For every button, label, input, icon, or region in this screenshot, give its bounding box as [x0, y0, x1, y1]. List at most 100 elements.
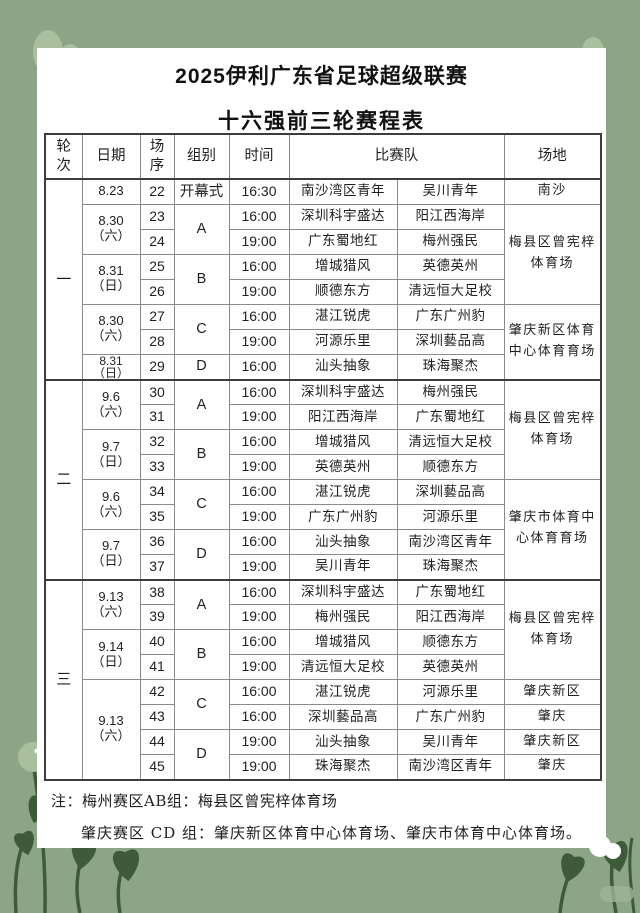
- cell-away-team: 英德英州: [396, 253, 505, 280]
- table-row: 8.30 （六） 27 C 16:00 湛江锐虎 广东广州豹 肇庆新区体育中心体…: [45, 303, 602, 380]
- table-row: 26 19:00 顺德东方 清远恒大足校: [45, 278, 601, 305]
- cell-time: 16:00: [228, 578, 290, 605]
- table-row: 39 19:00 梅州强民 阳江西海岸: [45, 604, 601, 630]
- cell-group: C: [173, 303, 230, 355]
- cell-time: 19:00: [228, 454, 290, 480]
- cell-match-no: 35: [139, 504, 175, 530]
- cell-match-no: 30: [139, 378, 175, 405]
- table-row: 28 19:00 河源乐里 深圳藝品高: [45, 328, 601, 355]
- cell-home-team: 河源乐里: [288, 328, 398, 355]
- cell-home-team: 汕头抽象: [288, 353, 398, 380]
- cell-round: 一: [44, 178, 83, 380]
- cell-home-team: 深圳藝品高: [288, 704, 398, 730]
- cell-time: 16:00: [228, 679, 290, 705]
- cell-date: 9.7 （日）: [81, 429, 141, 480]
- note-line-2: 肇庆赛区 CD 组：肇庆新区体育中心体育场、肇庆市体育中心体育场。: [81, 824, 583, 842]
- cell-time: 16:00: [228, 479, 290, 505]
- cell-away-team: 南沙湾区青年: [396, 754, 505, 780]
- cell-time: 19:00: [228, 754, 290, 780]
- header-match-no: 场 序: [139, 133, 175, 180]
- table-row: 31 19:00 阳江西海岸 广东蜀地红: [45, 404, 601, 430]
- table-row: 24 19:00 广东蜀地红 梅州强民: [45, 228, 601, 255]
- cell-match-no: 31: [139, 404, 175, 430]
- cell-home-team: 梅州强民: [288, 604, 398, 630]
- schedule-table: 轮 次 日期 场 序 组别 时间 比赛队 场地 一 8.23 22 开幕式 16…: [44, 133, 602, 781]
- cell-round: 二: [44, 378, 83, 580]
- cell-time: 19:00: [228, 278, 290, 305]
- cell-home-team: 增城猎风: [288, 253, 398, 280]
- cell-match-no: 36: [139, 529, 175, 555]
- cell-time: 19:00: [228, 504, 290, 530]
- cell-date: 9.7 （日）: [81, 529, 141, 580]
- header-time: 时间: [228, 133, 290, 180]
- cell-away-team: 南沙湾区青年: [396, 529, 505, 555]
- cell-group: C: [173, 679, 230, 730]
- cell-home-team: 汕头抽象: [288, 729, 398, 755]
- cell-match-no: 27: [139, 303, 175, 330]
- cell-away-team: 珠海聚杰: [396, 353, 505, 380]
- cell-time: 16:30: [228, 178, 290, 205]
- cell-away-team: 清远恒大足校: [396, 278, 505, 305]
- cell-home-team: 顺德东方: [288, 278, 398, 305]
- cell-away-team: 梅州强民: [396, 378, 505, 405]
- cell-group: C: [173, 479, 230, 530]
- header-group: 组别: [173, 133, 230, 180]
- cell-away-team: 清远恒大足校: [396, 429, 505, 455]
- cell-away-team: 顺德东方: [396, 454, 505, 480]
- cell-time: 19:00: [228, 654, 290, 680]
- cell-away-team: 河源乐里: [396, 504, 505, 530]
- cell-home-team: 湛江锐虎: [288, 303, 398, 330]
- cell-away-team: 顺德东方: [396, 629, 505, 655]
- cell-group: B: [173, 429, 230, 480]
- cell-home-team: 增城猎风: [288, 629, 398, 655]
- cell-venue: 肇庆新区: [503, 679, 602, 705]
- table-row: 二 9.6 （六） 30 A 16:00 深圳科宇盛达 梅州强民 梅县区曾宪梓体…: [44, 378, 602, 580]
- cell-group: D: [173, 353, 230, 380]
- cell-match-no: 38: [139, 578, 175, 605]
- cell-away-team: 广东蜀地红: [396, 578, 505, 605]
- cell-home-team: 广东广州豹: [288, 504, 398, 530]
- table-row: 9.7 （日） 36 D 16:00 汕头抽象 南沙湾区青年: [45, 529, 601, 580]
- cell-date: 8.31 （日）: [81, 353, 141, 380]
- header-venue: 场地: [503, 133, 602, 180]
- cell-group: A: [173, 378, 230, 430]
- cell-home-team: 吴川青年: [288, 554, 398, 580]
- cell-group: B: [173, 253, 230, 305]
- cell-date: 8.30 （六）: [81, 303, 141, 355]
- cell-time: 19:00: [228, 404, 290, 430]
- cell-home-team: 深圳科宇盛达: [288, 203, 398, 230]
- cell-venue: 肇庆市体育中心体育育场: [503, 479, 602, 580]
- table-row: 9.13 （六） 42 C 16:00 湛江锐虎 河源乐里 肇庆新区: [45, 679, 602, 780]
- cell-home-team: 汕头抽象: [288, 529, 398, 555]
- cell-venue: 肇庆新区体育中心体育育场: [503, 303, 602, 380]
- cell-away-team: 吴川青年: [396, 729, 505, 755]
- cell-home-team: 湛江锐虎: [288, 479, 398, 505]
- cell-match-no: 22: [139, 178, 175, 205]
- cell-venue: 梅县区曾宪梓体育场: [503, 203, 602, 305]
- cell-venue: 肇庆新区: [503, 729, 602, 755]
- cell-match-no: 34: [139, 479, 175, 505]
- cell-group: B: [173, 629, 230, 680]
- cell-away-team: 广东广州豹: [396, 303, 505, 330]
- cell-away-team: 阳江西海岸: [396, 203, 505, 230]
- cell-match-no: 40: [139, 629, 175, 655]
- header-date: 日期: [81, 133, 141, 180]
- table-row: 43 16:00 深圳藝品高 广东广州豹 肇庆: [45, 704, 602, 730]
- cell-time: 16:00: [228, 303, 290, 330]
- cell-date: 9.13 （六）: [81, 578, 141, 630]
- cell-venue: 肇庆: [503, 704, 602, 730]
- cell-date: 9.6 （六）: [81, 378, 141, 430]
- cell-time: 16:00: [228, 429, 290, 455]
- cell-group: A: [173, 203, 230, 255]
- cell-match-no: 29: [139, 353, 175, 380]
- cell-away-team: 珠海聚杰: [396, 554, 505, 580]
- cell-away-team: 广东蜀地红: [396, 404, 505, 430]
- cell-time: 16:00: [228, 378, 290, 405]
- note-line-1: 注：梅州赛区AB组：梅县区曾宪梓体育场: [51, 792, 338, 810]
- cell-match-no: 37: [139, 554, 175, 580]
- cell-home-team: 广东蜀地红: [288, 228, 398, 255]
- cell-match-no: 24: [139, 228, 175, 255]
- cell-venue: 肇庆: [503, 754, 602, 780]
- cell-match-no: 26: [139, 278, 175, 305]
- cell-away-team: 广东广州豹: [396, 704, 505, 730]
